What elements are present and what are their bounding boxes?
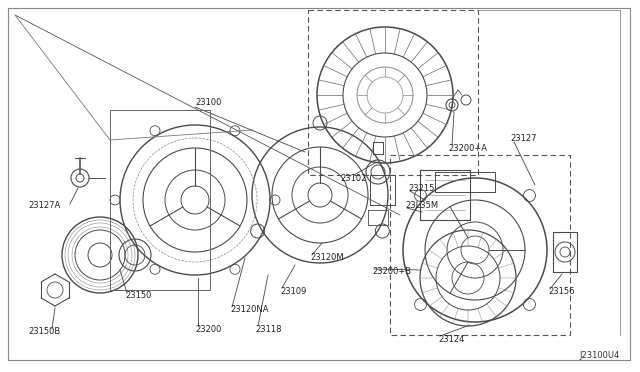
Text: 23120M: 23120M bbox=[310, 253, 344, 263]
Text: J23100U4: J23100U4 bbox=[580, 351, 620, 360]
Text: 23124: 23124 bbox=[438, 336, 465, 344]
Text: 23109: 23109 bbox=[280, 288, 307, 296]
Text: 23102: 23102 bbox=[340, 173, 366, 183]
Text: 23100: 23100 bbox=[195, 97, 221, 106]
Text: 23120NA: 23120NA bbox=[230, 305, 269, 314]
Text: 23156: 23156 bbox=[548, 288, 575, 296]
Text: 23L35M: 23L35M bbox=[405, 201, 438, 209]
Text: 23150: 23150 bbox=[125, 292, 152, 301]
Text: 23127A: 23127A bbox=[28, 201, 60, 209]
Text: 23150B: 23150B bbox=[28, 327, 60, 337]
Text: 23200+B: 23200+B bbox=[372, 267, 411, 276]
Text: 23215: 23215 bbox=[408, 183, 435, 192]
Text: 23127: 23127 bbox=[510, 134, 536, 142]
Text: 23200+A: 23200+A bbox=[448, 144, 487, 153]
Text: 23200: 23200 bbox=[195, 326, 221, 334]
Text: 23118: 23118 bbox=[255, 326, 282, 334]
